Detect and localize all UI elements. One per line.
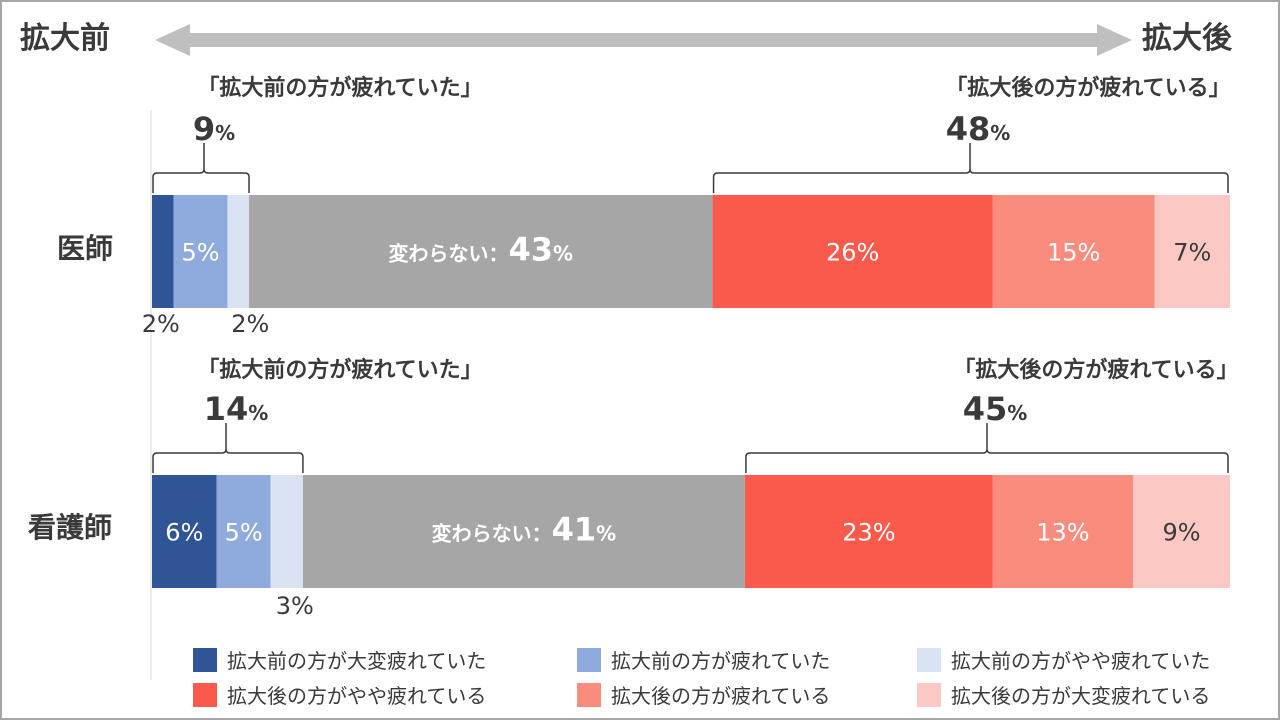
before-bracket-row0 [152,143,250,193]
bar-segment-row0-s2 [227,195,250,308]
below-label-row1-s2: 3% [276,592,314,620]
bar-segment-row1-s0 [152,475,217,588]
legend-swatch-4 [193,683,217,707]
bar-segment-row0-s5 [992,195,1155,308]
before-group-total-row1: 14% [204,390,269,428]
header-left-label: 拡大前 [20,21,110,56]
value-label-row1-s1: 5% [225,519,263,547]
value-label-row1-s4: 23% [842,519,895,547]
after-group-label-row0: 「拡大後の方が疲れている」 [945,75,1230,101]
before-group-label-row0: 「拡大前の方が疲れていた」 [197,75,482,101]
legend: 拡大前の方が大変疲れていた 拡大前の方が疲れていた 拡大前の方がやや疲れていた拡大後… [193,648,1210,708]
neutral-label-row0: 変わらない：43% [389,231,574,269]
double-arrow-icon [155,24,1132,56]
neutral-label-number: 41 [552,511,597,549]
after-group-total-row0-number: 48 [946,110,991,148]
before-group-label-row1: 「拡大前の方が疲れていた」 [197,357,482,383]
after-group-label-row1: 「拡大後の方が疲れている」 [953,357,1238,383]
legend-swatch-6 [917,683,941,707]
legend-swatch-0 [193,648,217,672]
category-label-1: 看護師 [28,511,112,544]
bar-segment-row0-s4 [712,195,993,308]
before-group-total-row0-number: 9 [193,110,215,148]
before-group-total-row0: 9% [193,110,235,148]
after-bracket-row1 [745,423,1229,473]
bar-segment-row1-s6 [1132,475,1230,588]
header-right-label: 拡大後 [1142,21,1233,56]
legend-label-4: 拡大後の方がやや疲れている [227,684,486,708]
legend-label-2: 拡大前の方がやや疲れていた [951,649,1210,673]
after-group-total-row1-number: 45 [963,390,1008,428]
neutral-label-unit: % [553,242,573,266]
below-label-row0-s2: 2% [231,310,269,338]
value-label-row1-s6: 9% [1162,519,1200,547]
neutral-label-unit: % [596,522,616,546]
after-group-total-row0-unit: % [990,121,1010,145]
bar-segment-row0-s3 [249,195,713,308]
after-group-total-row0: 48% [946,110,1011,148]
before-group-total-row1-number: 14 [204,390,249,428]
value-label-row0-s6: 7% [1173,239,1211,267]
bar-segment-row1-s3 [302,475,745,588]
bar-rows: 医師 5% 変わらない：43% 26% 15% 7%2% 2%「拡大前の方が疲れていた」9%… [28,75,1239,620]
before-group-total-row1-unit: % [248,401,268,425]
legend-label-0: 拡大前の方が大変疲れていた [227,649,486,673]
after-group-total-row1: 45% [963,390,1028,428]
legend-label-1: 拡大前の方が疲れていた [611,649,830,673]
bar-segment-row0-s6 [1154,195,1230,308]
legend-swatch-1 [577,648,601,672]
neutral-label-row1: 変わらない：41% [432,511,617,549]
below-label-row0-s0: 2% [142,310,180,338]
after-group-total-row1-unit: % [1007,401,1027,425]
value-label-row0-s4: 26% [826,239,879,267]
neutral-label-text: 変わらない： [432,522,552,546]
after-bracket-row0 [712,143,1229,193]
bar-segment-row1-s1 [216,475,271,588]
legend-label-5: 拡大後の方が疲れている [611,684,830,708]
category-label-0: 医師 [57,232,113,265]
neutral-label-text: 変わらない： [389,242,509,266]
bar-segment-row0-s1 [173,195,228,308]
legend-swatch-2 [917,648,941,672]
legend-swatch-5 [577,683,601,707]
neutral-label-number: 43 [509,231,554,269]
value-label-row0-s5: 15% [1047,239,1100,267]
before-bracket-row1 [152,423,304,473]
bar-segment-row1-s4 [744,475,993,588]
value-label-row0-s1: 5% [181,239,219,267]
header-arrow [155,24,1132,56]
bar-segment-row1-s2 [270,475,303,588]
value-label-row1-s0: 6% [165,519,203,547]
bar-segment-row1-s5 [992,475,1133,588]
value-label-row1-s5: 13% [1036,519,1089,547]
before-group-total-row0-unit: % [215,121,235,145]
bar-segment-row0-s0 [152,195,174,308]
legend-label-6: 拡大後の方が大変疲れている [951,684,1210,708]
